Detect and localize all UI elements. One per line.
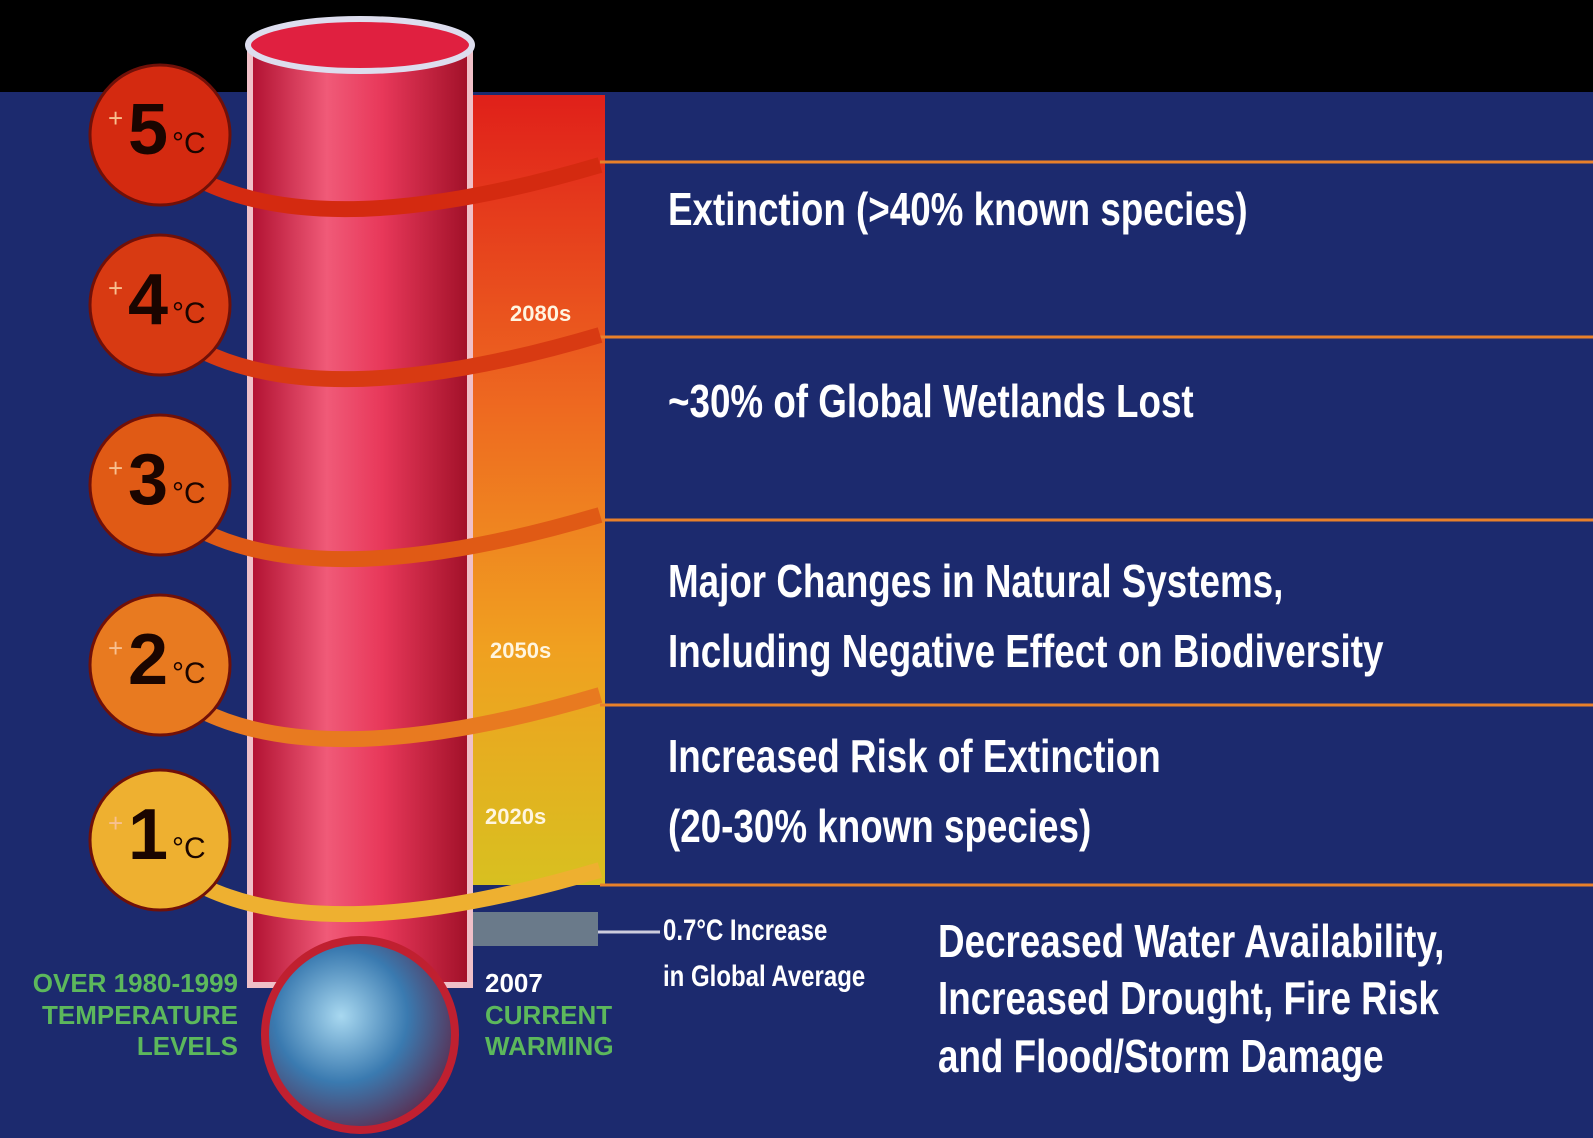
impact-text: and Flood/Storm Damage	[938, 1030, 1384, 1082]
marker-text: in Global Average	[663, 958, 865, 992]
impact-text: Extinction (>40% known species)	[668, 183, 1248, 235]
level-unit: °C	[172, 832, 206, 865]
impact-text: Increased Drought, Fire Risk	[938, 972, 1440, 1024]
current-label: CURRENT	[485, 1000, 612, 1030]
level-sign: +	[108, 808, 123, 838]
globe	[265, 940, 455, 1130]
impact-text: Decreased Water Availability,	[938, 915, 1444, 967]
period-bar	[470, 95, 605, 885]
tube-top	[248, 19, 472, 71]
current-year: 2007	[485, 968, 543, 998]
baseline-label: LEVELS	[137, 1031, 238, 1061]
impact-text: ~30% of Global Wetlands Lost	[668, 375, 1194, 427]
current-label: WARMING	[485, 1031, 614, 1061]
level-unit: °C	[172, 127, 206, 160]
period-label: 2050s	[490, 638, 551, 663]
level-degree: 2	[128, 620, 168, 700]
infographic: +5°C+4°C+3°C+2°C+1°C 2080s2050s2020sExti…	[0, 0, 1593, 1138]
tube	[250, 45, 470, 985]
level-sign: +	[108, 633, 123, 663]
impact-text: Including Negative Effect on Biodiversit…	[668, 625, 1383, 677]
impact-text: Major Changes in Natural Systems,	[668, 555, 1283, 607]
marker-text: 0.7°C Increase	[663, 912, 827, 946]
level-degree: 4	[128, 260, 168, 340]
period-label: 2020s	[485, 804, 546, 829]
level-degree: 1	[128, 795, 168, 875]
current-bar	[468, 912, 598, 946]
impact-text: Increased Risk of Extinction	[668, 730, 1161, 782]
level-degree: 3	[128, 440, 168, 520]
level-unit: °C	[172, 477, 206, 510]
level-degree: 5	[128, 90, 168, 170]
level-unit: °C	[172, 297, 206, 330]
baseline-label: TEMPERATURE	[42, 1000, 238, 1030]
level-unit: °C	[172, 657, 206, 690]
level-sign: +	[108, 103, 123, 133]
level-sign: +	[108, 453, 123, 483]
impact-text: (20-30% known species)	[668, 800, 1091, 852]
period-label: 2080s	[510, 301, 571, 326]
level-sign: +	[108, 273, 123, 303]
top-band	[0, 0, 1593, 92]
baseline-label: OVER 1980-1999	[33, 968, 238, 998]
